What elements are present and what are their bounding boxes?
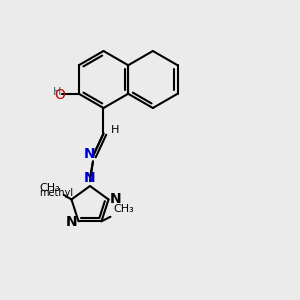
Text: CH₃: CH₃ [39,183,60,193]
Text: H: H [111,125,119,136]
Text: O: O [54,88,65,102]
Text: CH₃: CH₃ [113,204,134,214]
Text: N: N [84,170,96,184]
Text: H: H [52,87,61,97]
Text: N: N [110,192,122,206]
Text: N: N [84,148,95,161]
Text: N: N [65,215,77,229]
Text: methyl: methyl [39,188,74,199]
